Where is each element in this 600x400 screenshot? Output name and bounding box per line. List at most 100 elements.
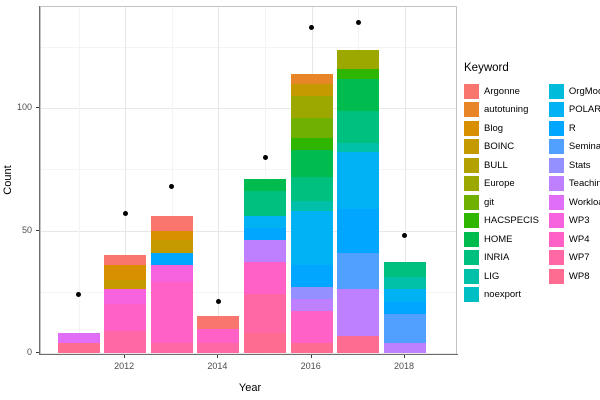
legend-swatch-icon	[464, 120, 479, 136]
bar-segment-2016-R	[290, 264, 333, 287]
legend-item-OrgMode: OrgMode	[548, 82, 600, 101]
legend-swatch-icon	[548, 250, 564, 266]
legend-item-Argonne: Argonne	[464, 82, 539, 101]
x-tick	[310, 355, 312, 358]
y-tick	[36, 352, 39, 353]
data-point-2015	[262, 154, 268, 160]
bar-segment-2015-WP7	[244, 294, 287, 334]
bar-segment-2017-POLARIS	[337, 152, 380, 209]
bar-segment-2015-Teaching	[244, 240, 287, 263]
y-tick-label: 100	[16, 102, 32, 113]
bar-segment-2017-INRIA	[337, 110, 380, 143]
legend-item-label: BOINC	[484, 141, 515, 153]
gridline-minor-h	[41, 169, 456, 171]
legend-item-noexport: noexport	[464, 286, 539, 305]
bar-segment-2018-LIG	[383, 277, 426, 290]
legend-swatch-icon	[548, 102, 564, 118]
x-axis-line	[39, 354, 458, 355]
bar-segment-2012-Blog	[104, 264, 147, 280]
legend-item-BOINC: BOINC	[464, 138, 539, 157]
bar-segment-2015-WP4	[244, 262, 287, 295]
legend-swatch-icon	[464, 287, 479, 303]
y-tick-label: 50	[21, 224, 32, 235]
bar-segment-2016-WP8	[290, 343, 333, 353]
y-tick	[36, 229, 39, 231]
bar-segment-2013-WP4	[150, 282, 193, 344]
legend-item-Stats: Stats	[548, 156, 600, 175]
gridline-major-h	[41, 108, 456, 110]
gridline-major-h	[41, 353, 456, 354]
bar-segment-2018-INRIA	[383, 262, 426, 278]
legend-swatch-icon	[548, 83, 564, 99]
bar-segment-2016-Teaching	[290, 299, 333, 312]
legend-item-label: Workload	[568, 196, 600, 208]
legend-swatch-icon	[464, 157, 479, 173]
legend-swatch-icon	[464, 250, 479, 266]
bar-segment-2015-R	[244, 228, 287, 241]
legend-item-label: R	[568, 122, 576, 134]
x-tick-label: 2016	[300, 361, 321, 371]
legend-item-label: Europe	[484, 178, 515, 190]
bar-segment-2013-Argonne	[150, 215, 193, 231]
legend-item-label: LIG	[484, 270, 500, 282]
legend-item-Blog: Blog	[464, 119, 539, 138]
legend-item-label: git	[484, 196, 495, 208]
gridline-major-v	[218, 7, 220, 354]
legend-item-label: Seminar	[568, 141, 600, 153]
bar-segment-2016-Europe	[290, 96, 333, 119]
bar-segment-2016-HACSPECIS	[290, 137, 333, 150]
legend-swatch-icon	[548, 139, 564, 155]
data-point-2011	[76, 291, 81, 297]
legend-item-HACSPECIS: HACSPECIS	[464, 212, 539, 231]
legend-item-WP8: WP8	[548, 267, 600, 286]
y-axis-line	[39, 6, 40, 355]
bar-segment-2016-Stats	[290, 286, 333, 300]
legend-swatch-icon	[464, 268, 479, 284]
legend-item-label: WP8	[568, 270, 590, 282]
legend-item-label: Stats	[568, 159, 591, 171]
bar-segment-2013-WP7	[150, 343, 193, 353]
legend-item-label: POLARIS	[568, 104, 600, 116]
y-tick	[36, 107, 39, 109]
bar-segment-2016-WP4	[290, 311, 333, 344]
legend-item-WP7: WP7	[548, 249, 600, 268]
bar-segment-2017-Europe	[337, 49, 380, 70]
bar-segment-2012-WP3	[104, 289, 147, 305]
data-point-2012	[122, 211, 128, 217]
legend-columns: Argonne autotuning Blog BOINC BULL Europe git H…	[464, 82, 600, 304]
bar-segment-2016-INRIA	[290, 176, 333, 202]
legend-swatch-icon	[464, 231, 479, 247]
bar-segment-2017-WP8	[337, 335, 380, 353]
legend-item-Workload: Workload	[548, 193, 600, 212]
data-point-2018	[402, 233, 408, 239]
gridline-minor-v	[171, 7, 173, 354]
legend-column: OrgMode POLARIS R Seminar Stats Teaching Workl…	[548, 82, 600, 304]
x-tick	[403, 355, 405, 358]
legend-column: Argonne autotuning Blog BOINC BULL Europe git H…	[464, 82, 539, 304]
gridline-major-v	[404, 7, 406, 354]
bar-segment-2015-HOME	[244, 179, 287, 192]
legend-swatch-icon	[548, 176, 564, 192]
legend-swatch-icon	[464, 139, 479, 155]
legend-item-R: R	[548, 119, 600, 138]
bar-segment-2014-Argonne	[197, 316, 240, 329]
bar-segment-2015-WP8	[244, 333, 287, 353]
bar-segment-2017-HACSPECIS	[337, 69, 380, 79]
legend-swatch-icon	[464, 176, 479, 192]
legend-item-label: autotuning	[484, 104, 529, 116]
legend-swatch-icon	[548, 157, 564, 173]
bar-segment-2012-WP7	[104, 330, 147, 353]
legend-item-WP4: WP4	[548, 230, 600, 249]
legend-swatch-icon	[548, 194, 564, 210]
bar-segment-2016-autotuning	[290, 74, 333, 84]
legend-item-WP3: WP3	[548, 212, 600, 231]
legend-item-label: WP3	[568, 215, 590, 227]
y-tick-label: 0	[26, 347, 32, 357]
legend-swatch-icon	[464, 102, 479, 118]
plot-panel	[40, 6, 457, 355]
gridline-minor-h	[41, 47, 456, 49]
bar-segment-2013-BOINC	[150, 240, 193, 253]
bar-segment-2017-Seminar	[337, 252, 380, 290]
gridline-major-v	[125, 7, 127, 354]
bar-segment-2011-Workload	[57, 333, 100, 344]
